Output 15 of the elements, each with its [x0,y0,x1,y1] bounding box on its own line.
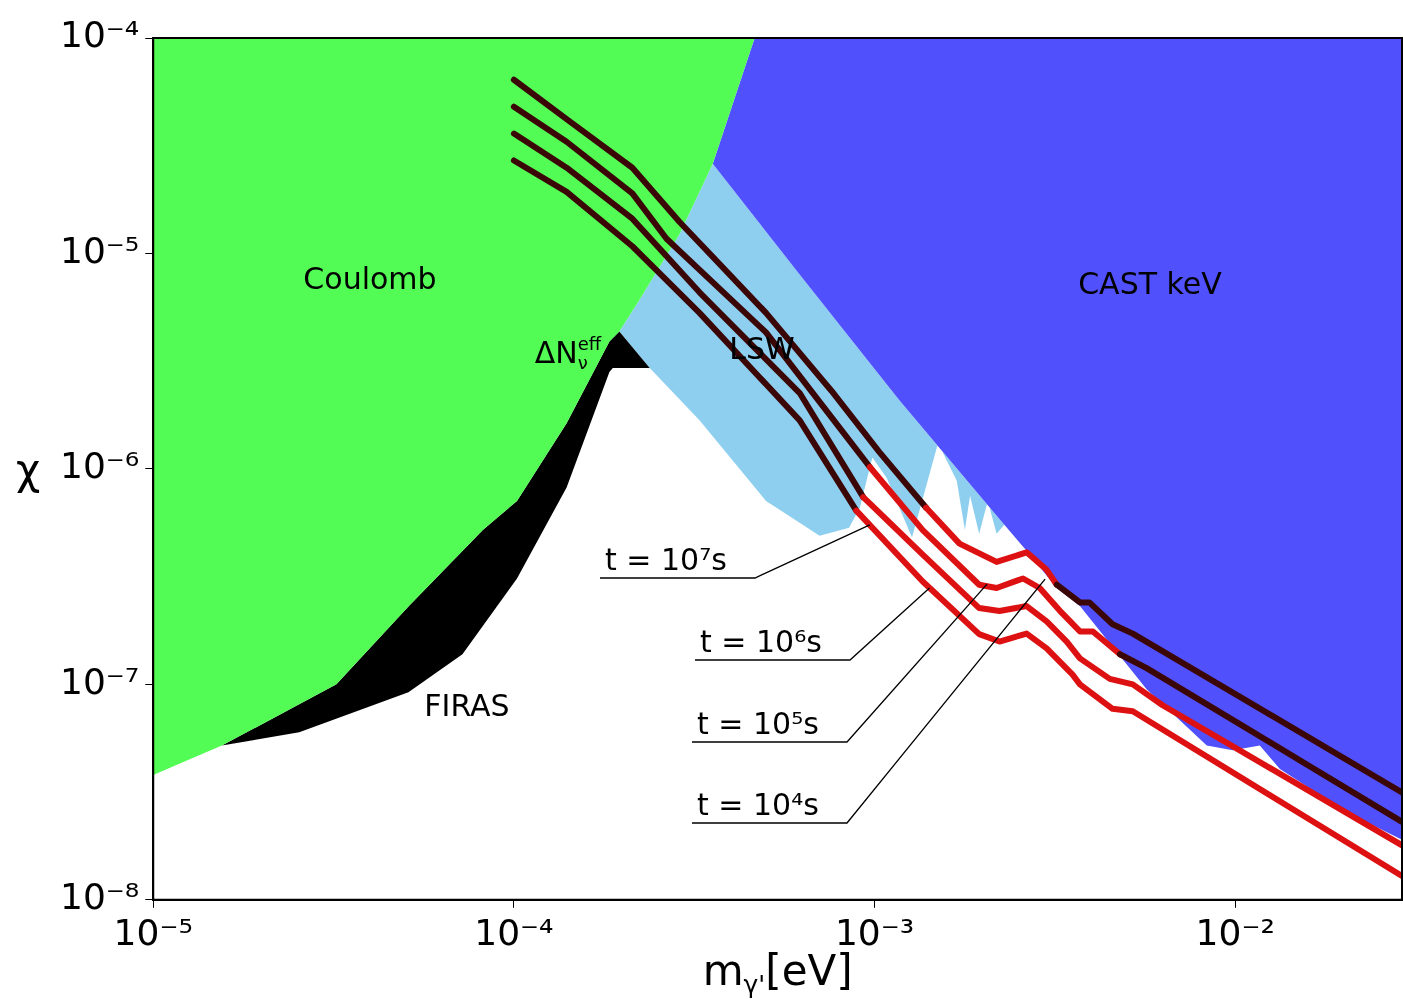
y-axis-title: χ [16,444,41,494]
y-tick-label: 10⁻⁴ [59,14,140,56]
annotation: t = 10⁴s [697,787,819,822]
annotation: FIRAS [424,688,510,723]
y-tick-label: 10⁻⁷ [59,660,140,702]
annotation: t = 10⁷s [605,542,727,577]
y-tick-label: 10⁻⁵ [59,229,140,271]
x-tick-label: 10⁻³ [834,911,915,953]
annotation: t = 10⁶s [700,624,822,659]
x-tick-label: 10⁻² [1195,911,1275,953]
annotation: Coulomb [303,261,437,296]
annotation: t = 10⁵s [697,706,819,741]
annotation: CAST keV [1078,266,1223,301]
x-tick-label: 10⁻⁴ [474,911,554,953]
y-tick-label: 10⁻⁶ [59,445,140,487]
